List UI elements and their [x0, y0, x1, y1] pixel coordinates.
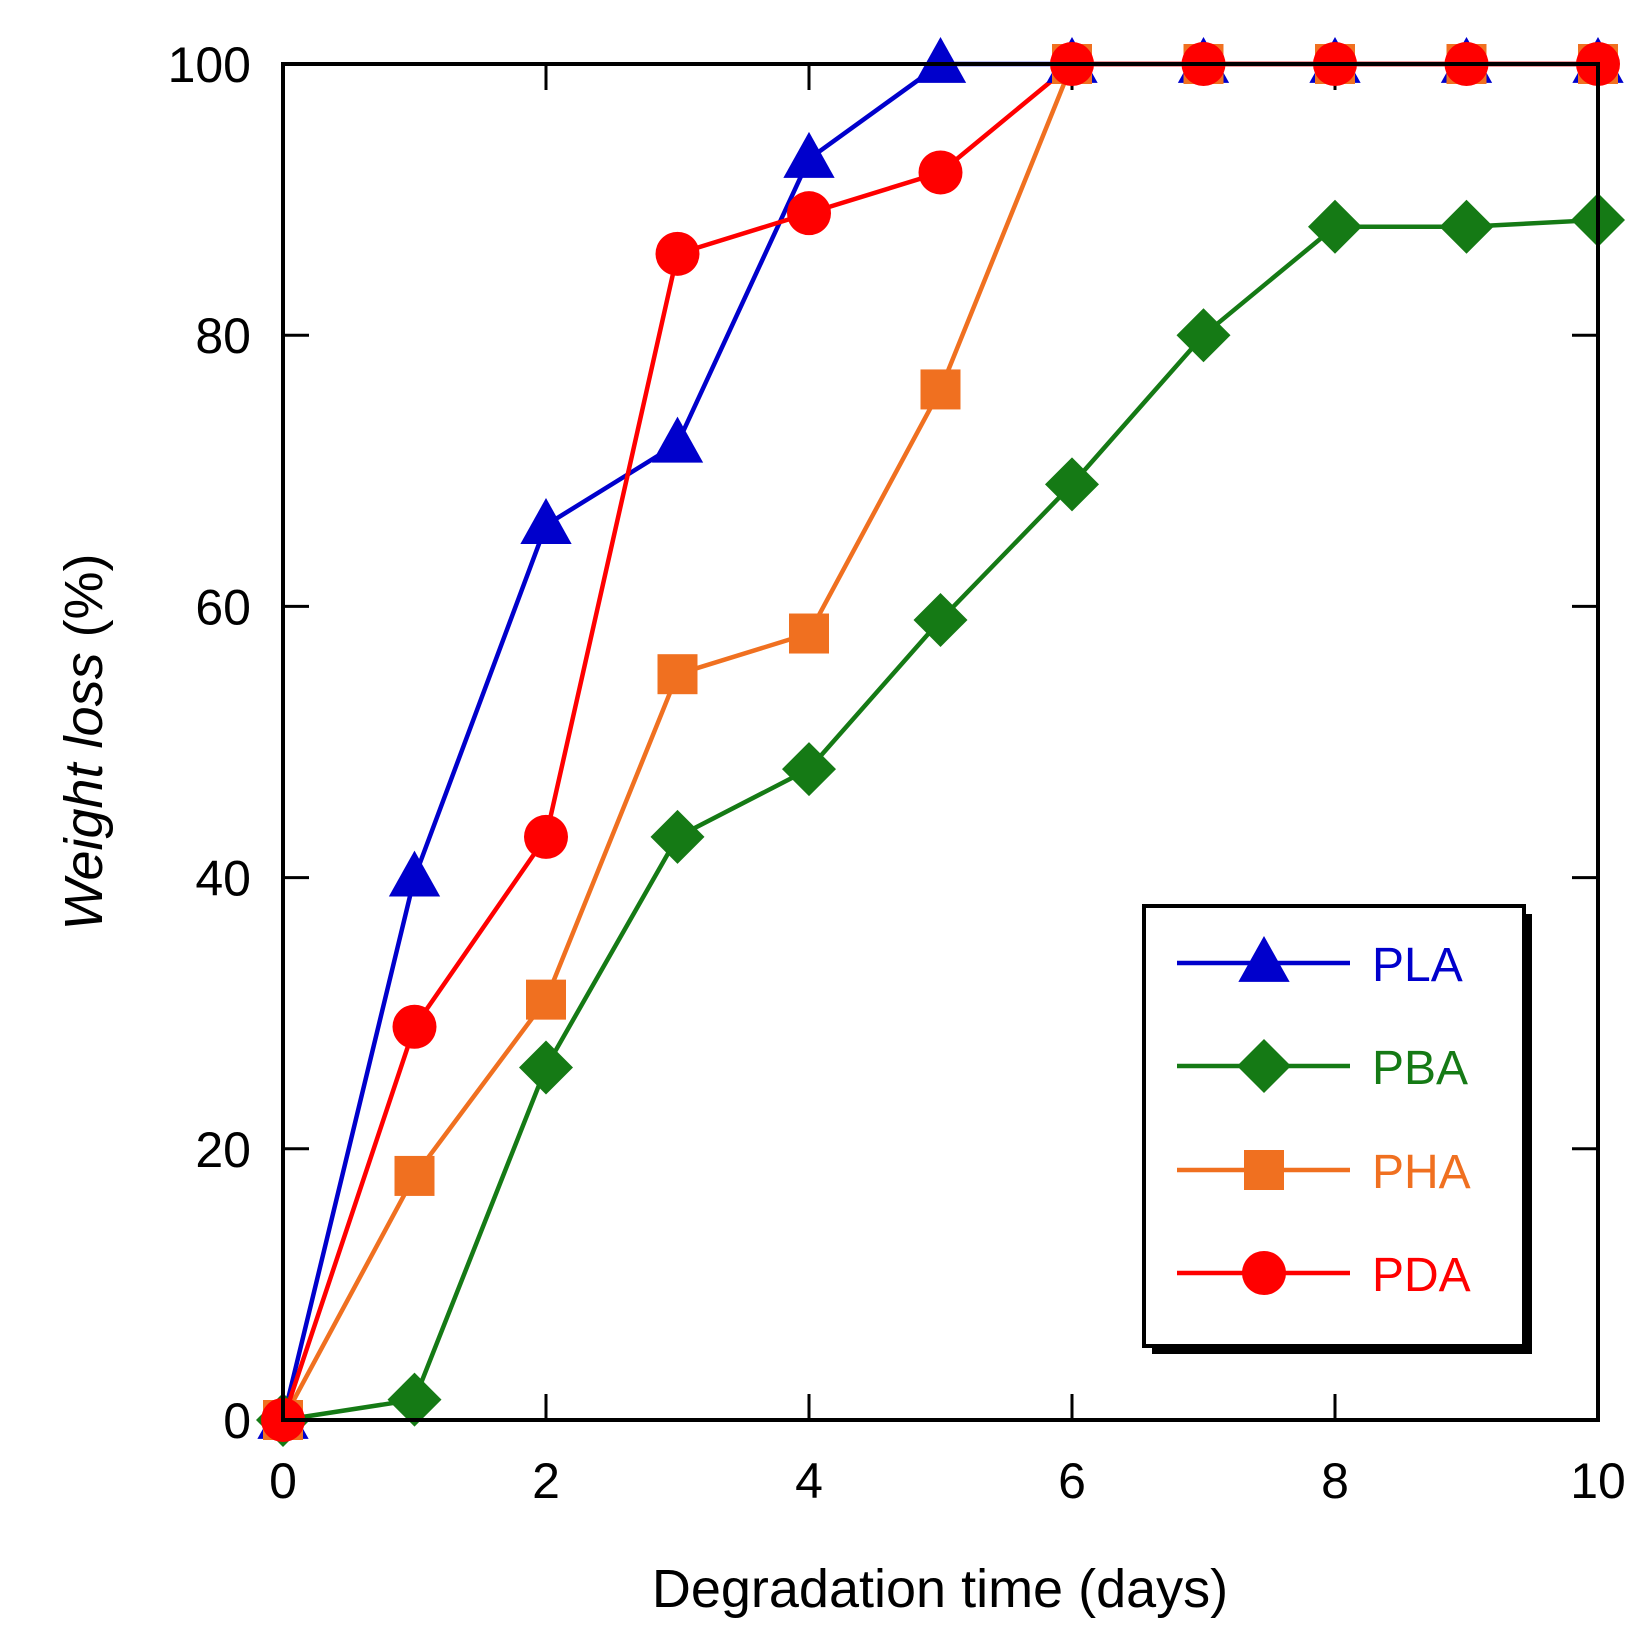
- data-point-pha: [394, 1155, 435, 1196]
- x-tick-label: 6: [1058, 1453, 1086, 1509]
- data-point-pba: [782, 742, 836, 797]
- y-tick-label: 0: [223, 1393, 251, 1449]
- y-tick-label: 100: [168, 37, 251, 93]
- plot-frame: [281, 62, 1600, 1422]
- data-point-pha: [526, 979, 566, 1020]
- data-point-pba: [1045, 457, 1099, 512]
- data-point-pba: [387, 1372, 442, 1427]
- data-point-pba: [1176, 308, 1231, 363]
- data-point-pla: [388, 850, 441, 897]
- legend-items: PLA PBA PHA PDA: [1177, 936, 1471, 1302]
- data-point-pba: [519, 1040, 573, 1095]
- y-tick-label: 20: [195, 1122, 251, 1178]
- series-markers: [256, 37, 1625, 1447]
- x-tick-label: 2: [532, 1453, 560, 1509]
- y-tick-label: 80: [195, 308, 251, 364]
- data-point-pda: [918, 150, 963, 195]
- data-point-pha: [657, 654, 698, 695]
- x-tick-label: 4: [795, 1453, 823, 1509]
- y-axis-title: Weight loss (%): [54, 553, 114, 930]
- legend-label-pha: PHA: [1372, 1146, 1471, 1199]
- y-axis-title-main: Weight loss: [54, 652, 114, 930]
- legend-label-pda: PDA: [1372, 1249, 1471, 1302]
- data-point-pla: [520, 498, 572, 544]
- data-point-pba: [1439, 199, 1494, 254]
- x-tick-label: 10: [1570, 1453, 1626, 1509]
- data-point-pba: [1308, 199, 1362, 254]
- data-point-pda: [392, 1004, 437, 1049]
- y-tick-label: 40: [195, 851, 251, 907]
- x-tick-label: 0: [269, 1453, 297, 1509]
- data-point-pha: [920, 369, 961, 410]
- legend-label-pla: PLA: [1372, 939, 1463, 992]
- data-point-pda: [787, 191, 831, 236]
- data-point-pda: [524, 814, 568, 859]
- data-point-pba: [650, 809, 705, 864]
- data-point-pha: [789, 613, 829, 654]
- x-axis-title: Degradation time (days): [652, 1559, 1228, 1619]
- data-point-pla: [914, 37, 967, 83]
- legend-marker-pba: [1237, 1039, 1291, 1093]
- legend: PLA PBA PHA PDA: [1142, 904, 1532, 1354]
- legend-marker-pla: [1238, 936, 1290, 982]
- legend-label-pba: PBA: [1372, 1042, 1468, 1095]
- data-point-pla: [651, 416, 704, 463]
- data-point-pda: [655, 231, 700, 276]
- data-point-pla: [783, 131, 835, 178]
- legend-marker-pha: [1244, 1150, 1284, 1190]
- data-point-pba: [913, 592, 968, 647]
- y-tick-label: 60: [195, 579, 251, 635]
- y-axis-title-unit: (%): [54, 553, 114, 652]
- legend-marker-pda: [1242, 1251, 1286, 1295]
- x-tick-label: 8: [1321, 1453, 1349, 1509]
